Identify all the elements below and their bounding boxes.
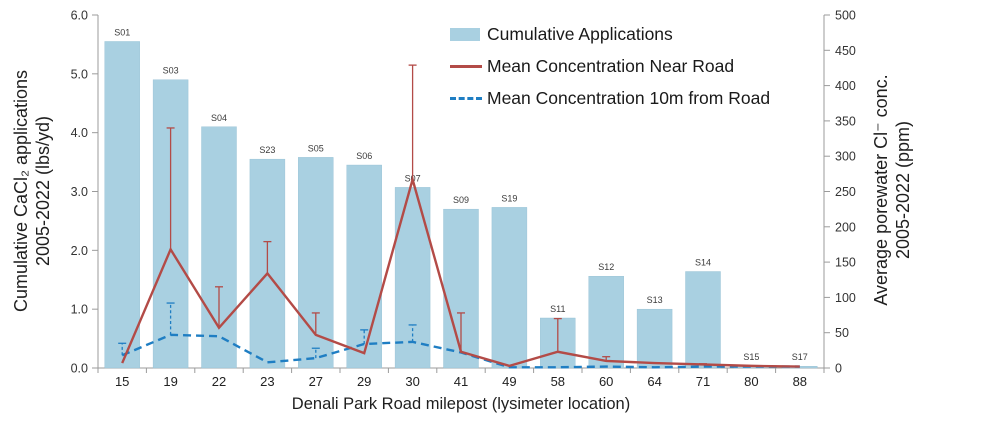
left-tick-label: 3.0 — [71, 185, 88, 199]
right-tick-label: 350 — [835, 114, 856, 128]
right-tick-label: 200 — [835, 220, 856, 234]
right-tick-label: 500 — [835, 9, 856, 23]
left-tick-label: 2.0 — [71, 244, 88, 258]
bar — [491, 207, 528, 369]
legend-label: Mean Concentration 10m from Road — [487, 87, 771, 108]
left-tick-label: 0.0 — [71, 362, 88, 376]
bar-label: S11 — [550, 304, 565, 314]
x-tick-label: 15 — [115, 374, 129, 389]
x-tick-label: 71 — [696, 374, 710, 389]
bar-label: S09 — [453, 195, 469, 205]
left-tick-label: 4.0 — [71, 126, 88, 140]
bar-label: S03 — [163, 66, 179, 76]
right-tick-label: 150 — [835, 256, 856, 270]
x-tick-label: 30 — [405, 374, 419, 389]
bar-label: S12 — [598, 262, 614, 272]
x-tick-label: 41 — [454, 374, 468, 389]
solid-line-swatch-icon — [450, 64, 484, 68]
legend-item-cumulative-applications: Cumulative Applications — [450, 18, 770, 50]
left-axis-title-line2: 2005-2022 (lbs/yd) — [33, 115, 53, 267]
x-tick-label: 49 — [502, 374, 516, 389]
x-tick-label: 19 — [163, 374, 177, 389]
x-tick-label: 29 — [357, 374, 371, 389]
near-road-line-series — [121, 175, 800, 368]
bar-label: S15 — [743, 352, 759, 362]
bar-label: S13 — [647, 295, 663, 305]
bar — [201, 126, 237, 369]
right-tick-label: 50 — [835, 326, 849, 340]
right-tick-label: 300 — [835, 150, 856, 164]
right-tick-label: 250 — [835, 185, 856, 199]
left-axis-title-line1: Cumulative CaCl₂ applications — [11, 69, 32, 313]
right-tick-label: 0 — [835, 362, 842, 376]
bar-label: S04 — [211, 113, 227, 123]
bar — [298, 157, 334, 369]
bar-label: S17 — [792, 352, 808, 362]
left-tick-label: 6.0 — [71, 9, 88, 23]
bar — [346, 164, 382, 369]
dashed-line-swatch-icon — [450, 96, 484, 100]
right-tick-label: 100 — [835, 291, 856, 305]
x-axis-title: Denali Park Road milepost (lysimeter loc… — [291, 395, 631, 413]
x-tick-label: 22 — [212, 374, 226, 389]
bar-label: S14 — [695, 258, 711, 268]
legend: Cumulative Applications Mean Concentrati… — [450, 18, 770, 114]
bar — [636, 308, 673, 369]
x-tick-label: 27 — [309, 374, 323, 389]
left-tick-label: 5.0 — [71, 67, 88, 81]
right-tick-label: 450 — [835, 44, 856, 58]
x-tick-label: 58 — [551, 374, 565, 389]
x-tick-label: 60 — [599, 374, 613, 389]
right-axis-title: Average porewater Cl⁻ conc. 2005-2022 (p… — [871, 74, 915, 305]
bar — [685, 271, 721, 369]
bar-label: S01 — [114, 27, 130, 37]
left-tick-label: 1.0 — [71, 303, 88, 317]
legend-label: Mean Concentration Near Road — [487, 55, 735, 76]
bar — [588, 276, 624, 369]
legend-item-10m-from-road: Mean Concentration 10m from Road — [450, 82, 770, 114]
x-tick-label: 64 — [647, 374, 661, 389]
x-tick-label: 80 — [744, 374, 758, 389]
x-tick-label: 23 — [260, 374, 274, 389]
bar-label: S06 — [356, 151, 372, 161]
right-tick-label: 400 — [835, 79, 856, 93]
bar-swatch-icon — [450, 27, 484, 41]
bar-label: S05 — [308, 143, 324, 153]
bar-label: S23 — [259, 145, 275, 155]
left-axis-title: Cumulative CaCl₂ applications 2005-2022 … — [11, 70, 55, 312]
right-axis-title-line1: Average porewater Cl⁻ conc. — [871, 74, 892, 306]
x-tick-label: 88 — [793, 374, 807, 389]
bar — [104, 41, 140, 369]
legend-item-near-road: Mean Concentration Near Road — [450, 50, 770, 82]
legend-label: Cumulative Applications — [487, 23, 673, 44]
bar-label: S19 — [501, 193, 517, 203]
right-axis-title-line2: 2005-2022 (ppm) — [893, 120, 913, 260]
